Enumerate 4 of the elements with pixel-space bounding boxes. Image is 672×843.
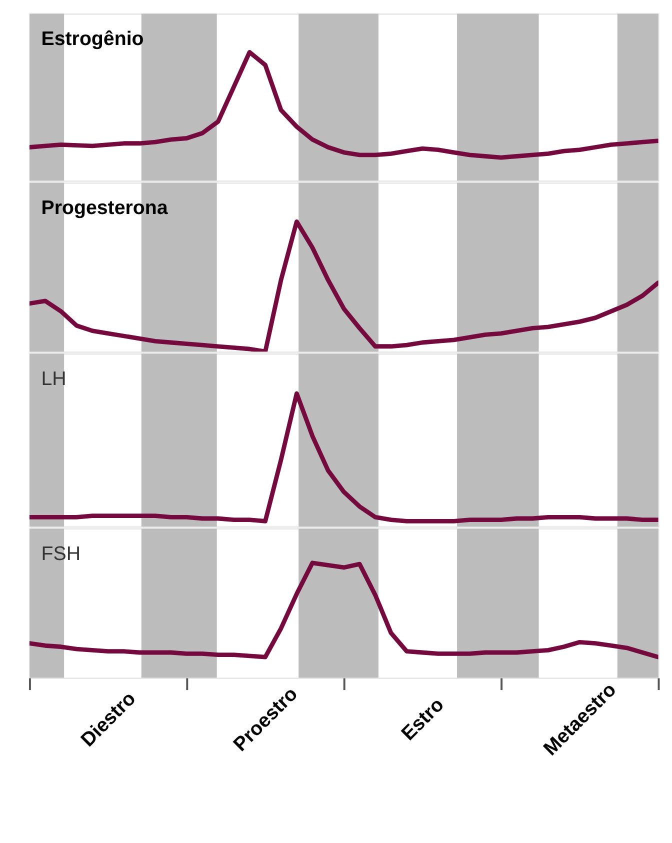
- chart-title: FSH: [41, 542, 81, 565]
- chart-title: Estrogênio: [41, 28, 144, 50]
- chart-title: LH: [41, 368, 66, 390]
- chart-title: Progesterona: [41, 197, 169, 220]
